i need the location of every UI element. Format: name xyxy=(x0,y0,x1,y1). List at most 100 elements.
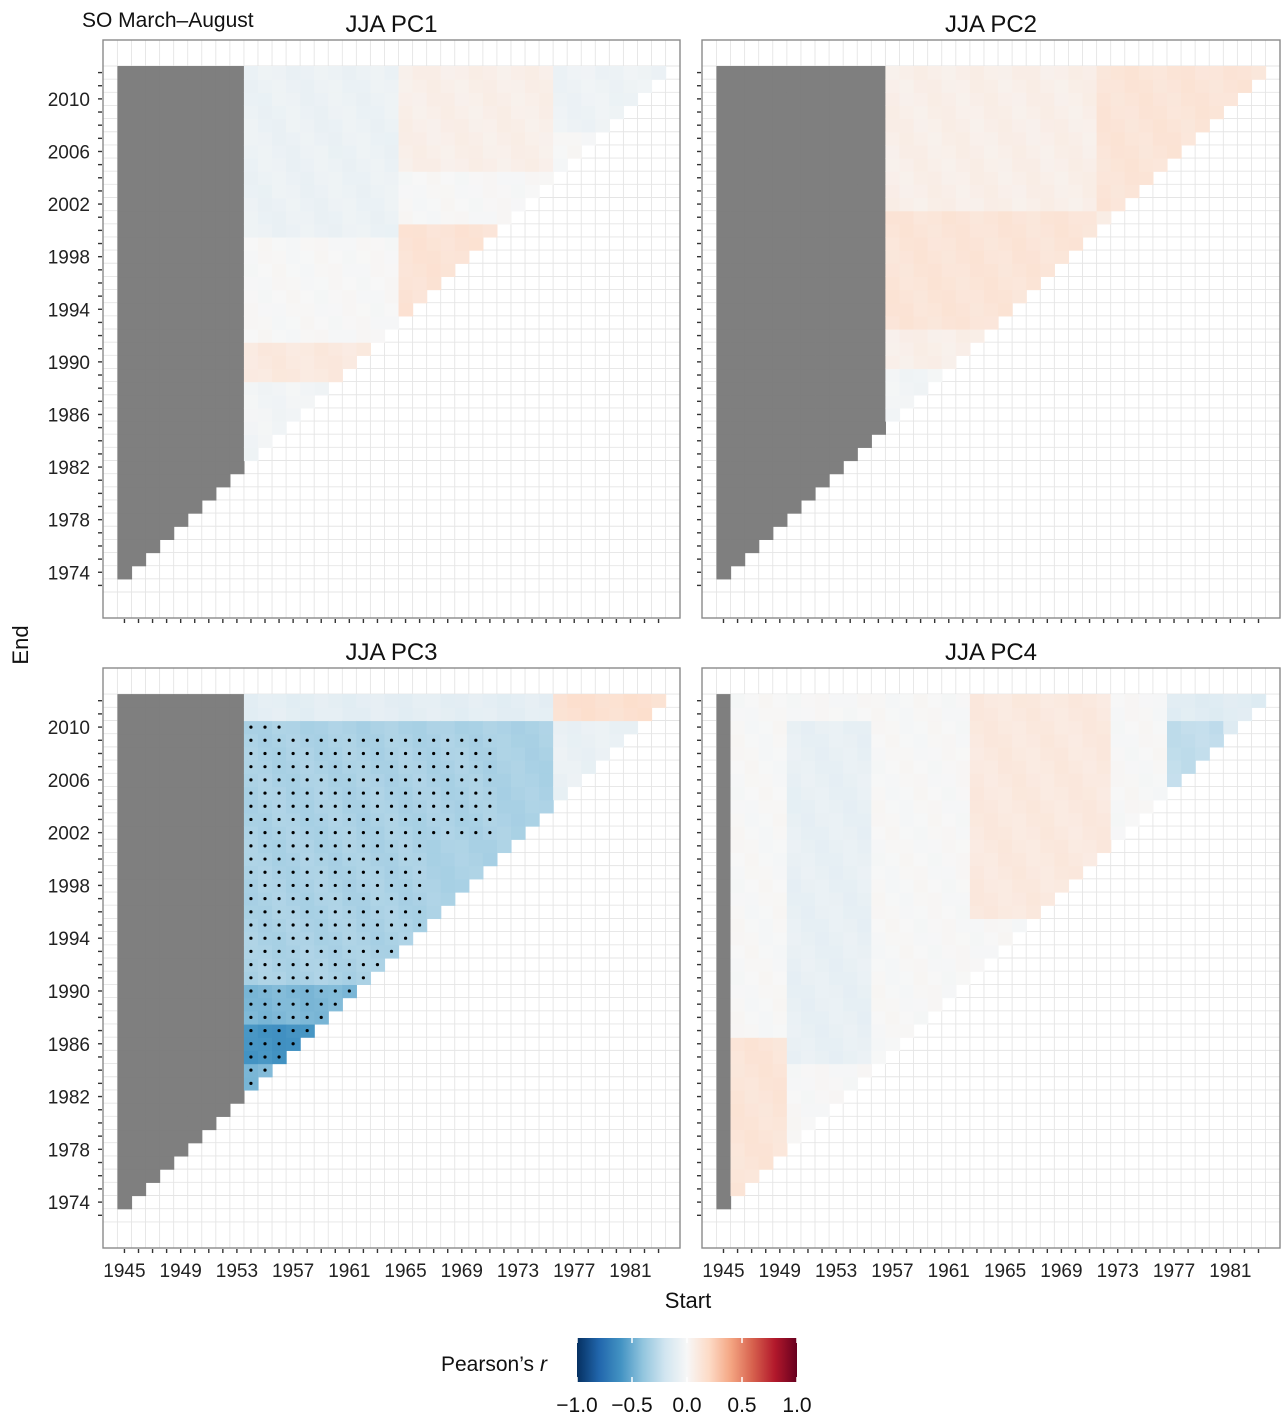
masked-cell xyxy=(857,421,872,435)
heatmap-cell xyxy=(815,694,830,708)
heatmap-cell xyxy=(955,144,971,159)
heatmap-cell xyxy=(384,210,400,225)
significance-dot xyxy=(305,989,309,993)
heatmap-cell xyxy=(983,918,999,933)
heatmap-cell xyxy=(857,971,872,985)
heatmap-cell xyxy=(286,210,301,225)
heatmap-cell xyxy=(314,197,329,212)
heatmap-cell xyxy=(272,421,287,435)
heatmap-cell xyxy=(1209,733,1224,748)
masked-cell xyxy=(829,184,844,199)
heatmap-cell xyxy=(927,118,943,133)
heatmap-cell xyxy=(356,66,372,80)
masked-cell xyxy=(730,460,746,475)
heatmap-cell xyxy=(1068,184,1084,199)
heatmap-cell xyxy=(1054,839,1070,854)
significance-dot xyxy=(333,989,337,993)
masked-cell xyxy=(173,263,189,278)
heatmap-cell xyxy=(257,302,273,317)
masked-cell xyxy=(145,250,161,264)
heatmap-cell xyxy=(1082,171,1098,185)
heatmap-cell xyxy=(843,984,858,999)
heatmap-cell xyxy=(955,263,971,278)
heatmap-cell xyxy=(744,971,760,985)
masked-cell xyxy=(800,434,816,448)
masked-cell xyxy=(843,263,858,278)
heatmap-cell xyxy=(426,92,442,107)
heatmap-cell xyxy=(983,826,999,840)
heatmap-cell xyxy=(412,105,428,120)
heatmap-cell xyxy=(927,931,943,946)
heatmap-cell xyxy=(885,368,901,383)
significance-dot xyxy=(277,1028,281,1033)
masked-cell xyxy=(829,236,844,251)
heatmap-cell xyxy=(815,971,830,985)
heatmap-cell xyxy=(913,852,929,867)
masked-cell xyxy=(117,158,133,172)
masked-cell xyxy=(716,773,732,788)
significance-dot xyxy=(305,751,309,756)
masked-cell xyxy=(229,210,245,225)
masked-cell xyxy=(131,539,147,554)
heatmap-cell xyxy=(1138,707,1154,722)
heatmap-cell xyxy=(927,66,943,80)
masked-cell xyxy=(187,92,203,107)
masked-cell xyxy=(857,434,872,448)
heatmap-cell xyxy=(243,276,259,291)
masked-cell xyxy=(145,799,161,814)
masked-cell xyxy=(145,694,161,708)
masked-cell xyxy=(730,144,746,159)
significance-dot xyxy=(375,751,380,756)
significance-dot xyxy=(249,1081,253,1085)
masked-cell xyxy=(159,473,175,488)
heatmap-cell xyxy=(955,720,971,735)
significance-dot xyxy=(347,817,351,822)
significance-dot xyxy=(263,962,267,967)
heatmap-cell xyxy=(758,892,774,906)
heatmap-cell xyxy=(1082,197,1098,212)
heatmap-cell xyxy=(815,707,830,722)
masked-cell xyxy=(229,368,245,383)
masked-cell xyxy=(786,486,802,501)
heatmap-cell xyxy=(567,131,582,146)
heatmap-cell xyxy=(1026,236,1041,251)
heatmap-cell xyxy=(786,733,802,748)
heatmap-cell xyxy=(941,720,957,735)
masked-cell xyxy=(187,289,203,304)
masked-cell xyxy=(173,826,189,840)
heatmap-cell xyxy=(885,171,901,185)
heatmap-cell xyxy=(314,342,329,356)
heatmap-cell xyxy=(815,720,830,735)
masked-cell xyxy=(173,131,189,146)
heatmap-cell xyxy=(941,92,957,107)
heatmap-cell xyxy=(815,958,830,972)
heatmap-cell xyxy=(744,1142,760,1157)
masked-cell xyxy=(145,1023,161,1038)
significance-dot xyxy=(291,910,295,914)
heatmap-cell xyxy=(941,184,957,199)
masked-cell xyxy=(758,66,774,80)
masked-cell xyxy=(786,289,802,304)
heatmap-cell xyxy=(786,971,802,985)
masked-cell xyxy=(843,105,858,120)
significance-dot xyxy=(319,751,323,756)
heatmap-cell xyxy=(815,905,830,920)
masked-cell xyxy=(117,263,133,278)
heatmap-cell xyxy=(1026,746,1041,761)
heatmap-cell xyxy=(356,236,372,251)
heatmap-cell xyxy=(969,210,985,225)
heatmap-cell xyxy=(581,694,596,708)
masked-cell xyxy=(758,315,774,330)
heatmap-cell xyxy=(815,733,830,748)
heatmap-cell xyxy=(899,852,915,867)
masked-cell xyxy=(229,1089,245,1104)
masked-cell xyxy=(173,105,189,120)
masked-cell xyxy=(716,144,732,159)
masked-cell xyxy=(215,342,231,356)
masked-cell xyxy=(229,997,245,1012)
heatmap-cell xyxy=(815,984,830,999)
heatmap-cell xyxy=(730,1116,746,1131)
heatmap-cell xyxy=(482,210,498,225)
masked-cell xyxy=(229,184,245,199)
heatmap-cell xyxy=(1110,733,1126,748)
